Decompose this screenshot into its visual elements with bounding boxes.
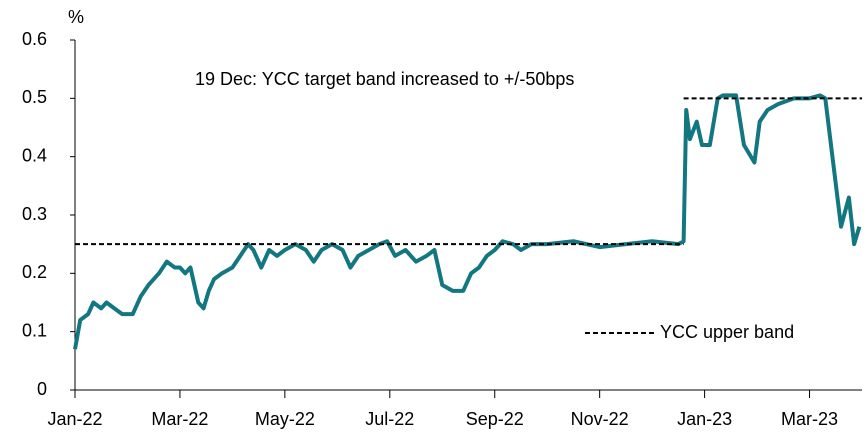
x-tick-label: Jan-22 [47,409,102,429]
y-tick-label: 0.5 [22,87,47,107]
x-tick-label: May-22 [255,409,315,429]
x-tick-label: Jan-23 [677,409,732,429]
y-axis-label: % [68,7,84,27]
y-tick-label: 0.2 [22,262,47,282]
y-tick-label: 0.3 [22,204,47,224]
yield-line [73,93,862,350]
y-tick-label: 0.4 [22,145,47,165]
band-line [75,97,862,246]
x-tick-label: Mar-23 [781,409,838,429]
y-tick-label: 0.6 [22,29,47,49]
annotation: 19 Dec: YCC target band increased to +/-… [195,69,574,89]
y-tick-label: 0 [37,379,47,399]
x-tick-label: Mar-22 [151,409,208,429]
x-tick-label: Sep-22 [466,409,524,429]
x-tick-label: Nov-22 [571,409,629,429]
legend-label: YCC upper band [660,322,794,342]
x-tick-label: Jul-22 [365,409,414,429]
y-tick-label: 0.1 [22,320,47,340]
